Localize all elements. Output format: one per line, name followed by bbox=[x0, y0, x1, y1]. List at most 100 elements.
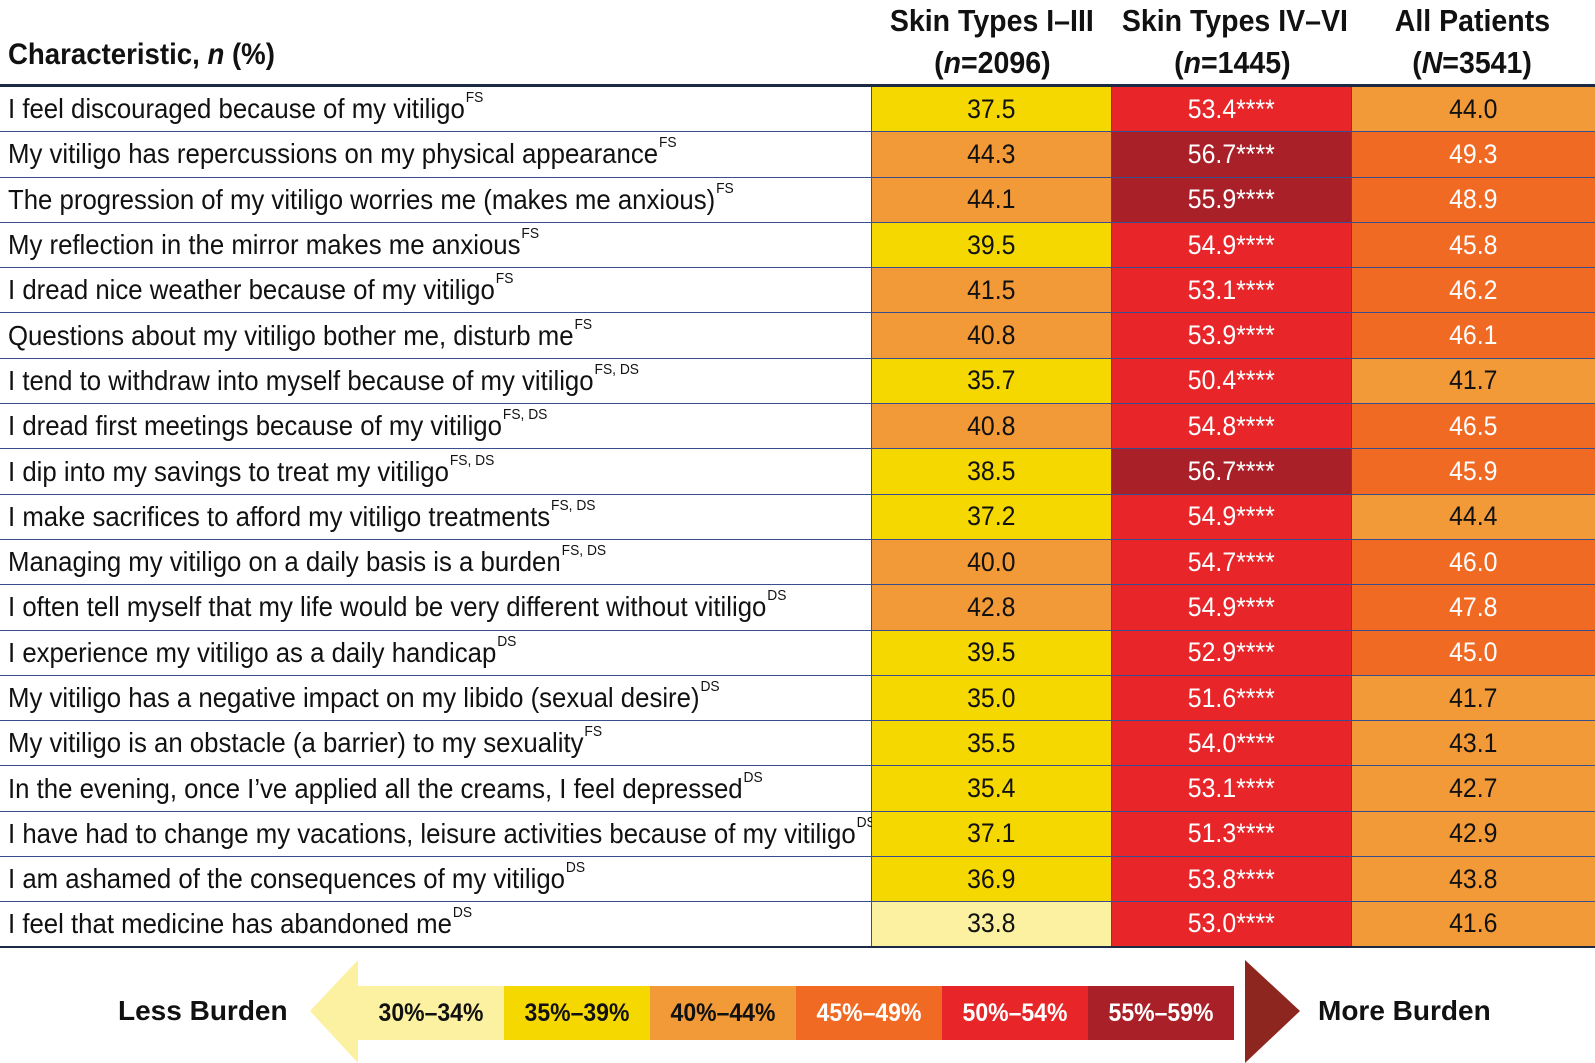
characteristic-text: I often tell myself that my life would b… bbox=[8, 591, 767, 623]
characteristic-text: I dread first meetings because of my vit… bbox=[8, 410, 502, 442]
characteristic-header: Characteristic, n (%) bbox=[8, 38, 275, 71]
value-all-patients: 45.9 bbox=[1352, 449, 1595, 494]
characteristic-text: My vitiligo has repercussions on my phys… bbox=[8, 138, 659, 170]
value-skin-types-1-3: 40.8 bbox=[872, 404, 1112, 449]
scale-superscript: FS bbox=[495, 270, 514, 288]
table-row: I feel that medicine has abandoned meDS 3… bbox=[0, 902, 1595, 948]
column-header-all-patients: All Patients (N=3541) bbox=[1394, 3, 1550, 80]
row-characteristic: My reflection in the mirror makes me anx… bbox=[0, 222, 872, 268]
value-skin-types-4-6: 53.9**** bbox=[1112, 313, 1352, 358]
characteristic-text: The progression of my vitiligo worries m… bbox=[8, 183, 716, 215]
value-skin-types-4-6: 54.7**** bbox=[1112, 539, 1352, 585]
row-characteristic: I feel that medicine has abandoned meDS bbox=[0, 902, 872, 946]
value-skin-types-1-3: 39.5 bbox=[872, 630, 1112, 675]
characteristic-text: My reflection in the mirror makes me anx… bbox=[8, 229, 521, 261]
row-characteristic: In the evening, once I’ve applied all th… bbox=[0, 766, 872, 811]
value-skin-types-4-6: 53.1**** bbox=[1112, 766, 1352, 811]
scale-superscript: DS bbox=[743, 768, 763, 786]
value-skin-types-4-6: 54.9**** bbox=[1112, 494, 1352, 539]
value-all-patients: 46.2 bbox=[1352, 268, 1595, 313]
legend-bin: 50%–54% bbox=[942, 986, 1088, 1040]
value-all-patients: 45.8 bbox=[1352, 222, 1595, 268]
table-row: My reflection in the mirror makes me anx… bbox=[0, 222, 1595, 269]
value-skin-types-4-6: 51.3**** bbox=[1112, 811, 1352, 857]
scale-superscript: DS bbox=[767, 587, 787, 605]
value-skin-types-4-6: 50.4**** bbox=[1112, 358, 1352, 404]
table-row: I make sacrifices to afford my vitiligo … bbox=[0, 494, 1595, 540]
characteristic-text: My vitiligo is an obstacle (a barrier) t… bbox=[8, 727, 584, 759]
characteristic-text: I tend to withdraw into myself because o… bbox=[8, 364, 594, 396]
value-skin-types-1-3: 41.5 bbox=[872, 268, 1112, 313]
table-row: My vitiligo has repercussions on my phys… bbox=[0, 132, 1595, 178]
table-row: The progression of my vitiligo worries m… bbox=[0, 177, 1595, 223]
characteristic-text: Managing my vitiligo on a daily basis is… bbox=[8, 546, 561, 578]
row-characteristic: I tend to withdraw into myself because o… bbox=[0, 358, 872, 404]
legend-arrow-left-head bbox=[310, 960, 358, 1063]
characteristic-text: I dip into my savings to treat my vitili… bbox=[8, 455, 449, 487]
value-skin-types-1-3: 35.7 bbox=[872, 358, 1112, 404]
value-skin-types-4-6: 53.4**** bbox=[1112, 87, 1352, 132]
characteristic-text: I am ashamed of the consequences of my v… bbox=[8, 863, 566, 895]
row-characteristic: I feel discouraged because of my vitilig… bbox=[0, 87, 872, 132]
characteristic-text: Questions about my vitiligo bother me, d… bbox=[8, 319, 574, 351]
row-characteristic: I often tell myself that my life would b… bbox=[0, 585, 872, 630]
legend-more-burden: More Burden bbox=[1318, 995, 1491, 1026]
scale-superscript: FS bbox=[465, 89, 484, 107]
heatmap-table: I feel discouraged because of my vitilig… bbox=[0, 87, 1595, 948]
value-skin-types-4-6: 56.7**** bbox=[1112, 132, 1352, 177]
characteristic-text: I make sacrifices to afford my vitiligo … bbox=[8, 500, 551, 532]
burden-legend: Less Burden 30%–34% 35%–39% 40%–44% 45%–49%… bbox=[0, 960, 1595, 1063]
scale-superscript: FS, DS bbox=[449, 451, 495, 469]
value-skin-types-4-6: 55.9**** bbox=[1112, 177, 1352, 222]
scale-superscript: FS bbox=[584, 723, 603, 741]
value-skin-types-4-6: 53.1**** bbox=[1112, 268, 1352, 313]
legend-bin: 35%–39% bbox=[504, 986, 650, 1040]
value-skin-types-1-3: 44.3 bbox=[872, 132, 1112, 177]
row-characteristic: I make sacrifices to afford my vitiligo … bbox=[0, 494, 872, 539]
row-characteristic: I dip into my savings to treat my vitili… bbox=[0, 449, 872, 494]
row-characteristic: My vitiligo is an obstacle (a barrier) t… bbox=[0, 721, 872, 766]
value-skin-types-4-6: 53.8**** bbox=[1112, 857, 1352, 902]
legend-bin: 55%–59% bbox=[1088, 986, 1234, 1040]
table-row: My vitiligo has a negative impact on my … bbox=[0, 675, 1595, 722]
value-skin-types-1-3: 38.5 bbox=[872, 449, 1112, 494]
value-all-patients: 44.4 bbox=[1352, 494, 1595, 539]
row-characteristic: I dread first meetings because of my vit… bbox=[0, 404, 872, 449]
row-characteristic: The progression of my vitiligo worries m… bbox=[0, 177, 872, 222]
value-all-patients: 48.9 bbox=[1352, 177, 1595, 222]
scale-superscript: FS bbox=[574, 315, 593, 333]
table-row: I am ashamed of the consequences of my v… bbox=[0, 857, 1595, 903]
table-row: I experience my vitiligo as a daily hand… bbox=[0, 630, 1595, 676]
value-all-patients: 43.8 bbox=[1352, 857, 1595, 902]
scale-superscript: FS bbox=[658, 134, 677, 152]
row-characteristic: Managing my vitiligo on a daily basis is… bbox=[0, 539, 872, 585]
table-row: I dip into my savings to treat my vitili… bbox=[0, 449, 1595, 495]
characteristic-text: In the evening, once I’ve applied all th… bbox=[8, 772, 743, 804]
value-skin-types-4-6: 54.8**** bbox=[1112, 404, 1352, 449]
value-all-patients: 45.0 bbox=[1352, 630, 1595, 675]
value-skin-types-1-3: 37.1 bbox=[872, 811, 1112, 857]
legend-bin: 40%–44% bbox=[650, 986, 796, 1040]
value-skin-types-1-3: 36.9 bbox=[872, 857, 1112, 902]
row-characteristic: Questions about my vitiligo bother me, d… bbox=[0, 313, 872, 358]
row-characteristic: I experience my vitiligo as a daily hand… bbox=[0, 630, 872, 675]
value-skin-types-1-3: 42.8 bbox=[872, 585, 1112, 630]
value-skin-types-4-6: 52.9**** bbox=[1112, 630, 1352, 675]
value-skin-types-4-6: 54.0**** bbox=[1112, 721, 1352, 766]
value-skin-types-1-3: 37.5 bbox=[872, 87, 1112, 132]
value-all-patients: 43.1 bbox=[1352, 721, 1595, 766]
characteristic-text: I experience my vitiligo as a daily hand… bbox=[8, 636, 497, 668]
table-row: Questions about my vitiligo bother me, d… bbox=[0, 313, 1595, 359]
value-skin-types-4-6: 54.9**** bbox=[1112, 585, 1352, 630]
scale-superscript: DS bbox=[700, 678, 720, 695]
value-all-patients: 42.7 bbox=[1352, 766, 1595, 811]
value-skin-types-4-6: 56.7**** bbox=[1112, 449, 1352, 494]
value-skin-types-4-6: 51.6**** bbox=[1112, 675, 1352, 721]
value-all-patients: 41.7 bbox=[1352, 675, 1595, 721]
table-row: I have had to change my vacations, leisu… bbox=[0, 811, 1595, 858]
value-all-patients: 41.7 bbox=[1352, 358, 1595, 404]
row-characteristic: My vitiligo has repercussions on my phys… bbox=[0, 132, 872, 177]
legend-arrow-right-head bbox=[1245, 960, 1300, 1063]
value-skin-types-1-3: 39.5 bbox=[872, 222, 1112, 268]
value-skin-types-1-3: 44.1 bbox=[872, 177, 1112, 222]
